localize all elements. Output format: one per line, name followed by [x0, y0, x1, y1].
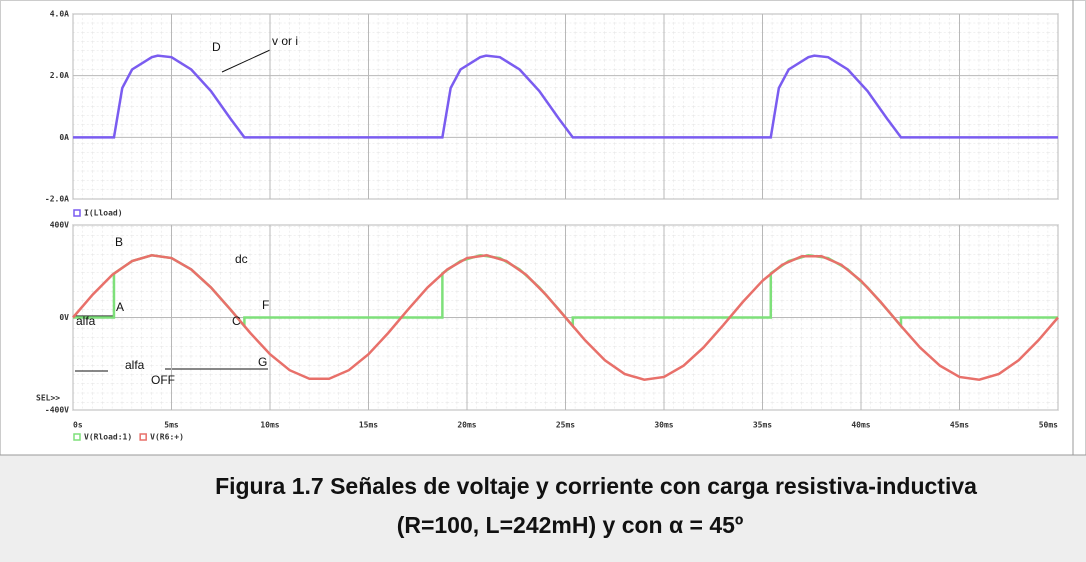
annotation: A: [116, 300, 124, 314]
legend-swatch: [139, 433, 147, 441]
annotation-lines: [73, 49, 271, 372]
x-tick-label: 30ms: [654, 421, 673, 430]
x-tick-label: 45ms: [950, 421, 969, 430]
cursor-label: SEL>>: [36, 394, 60, 403]
caption-line: (R=100, L=242mH) y con α = 45º: [397, 512, 744, 538]
legend-swatch: [73, 209, 81, 217]
annotation: F: [262, 298, 269, 312]
x-tick-label: 25ms: [556, 421, 575, 430]
y-tick-label: 4.0A: [50, 10, 69, 19]
x-tick-label: 50ms: [1039, 421, 1058, 430]
legend-label: V(Rload:1): [84, 433, 132, 442]
x-tick-label: 5ms: [164, 421, 179, 430]
x-tick-label: 20ms: [457, 421, 476, 430]
y-tick-label: 2.0A: [50, 71, 69, 80]
annotation: C: [232, 314, 241, 328]
y-tick-label: -2.0A: [45, 195, 69, 204]
x-tick-label: 15ms: [359, 421, 378, 430]
legend-swatch: [73, 433, 81, 441]
y-tick-label: 0V: [59, 313, 69, 322]
y-tick-label: -400V: [45, 406, 69, 415]
annotation: D: [212, 40, 221, 54]
annotation-line: [221, 49, 271, 73]
caption-line: Figura 1.7 Señales de voltaje y corrient…: [215, 473, 977, 499]
x-tick-label: 40ms: [851, 421, 870, 430]
x-tick-label: 10ms: [260, 421, 279, 430]
data-line: [73, 54, 1058, 139]
x-tick-label: 0s: [73, 421, 83, 430]
legend-label: V(R6:+): [150, 433, 184, 442]
annotation: B: [115, 235, 123, 249]
data-line: [72, 254, 1059, 381]
annotation: G: [258, 355, 267, 369]
caption-box: [0, 455, 1086, 562]
legend-label: I(Lload): [84, 209, 123, 218]
annotation: dc: [235, 252, 248, 266]
y-tick-label: 0A: [59, 133, 69, 142]
annotation: v or i: [272, 34, 298, 48]
annotation: alfa: [125, 358, 145, 372]
y-tick-label: 400V: [50, 221, 69, 230]
annotation: alfa: [76, 314, 96, 328]
annotation: OFF: [151, 373, 175, 387]
x-tick-label: 35ms: [753, 421, 772, 430]
